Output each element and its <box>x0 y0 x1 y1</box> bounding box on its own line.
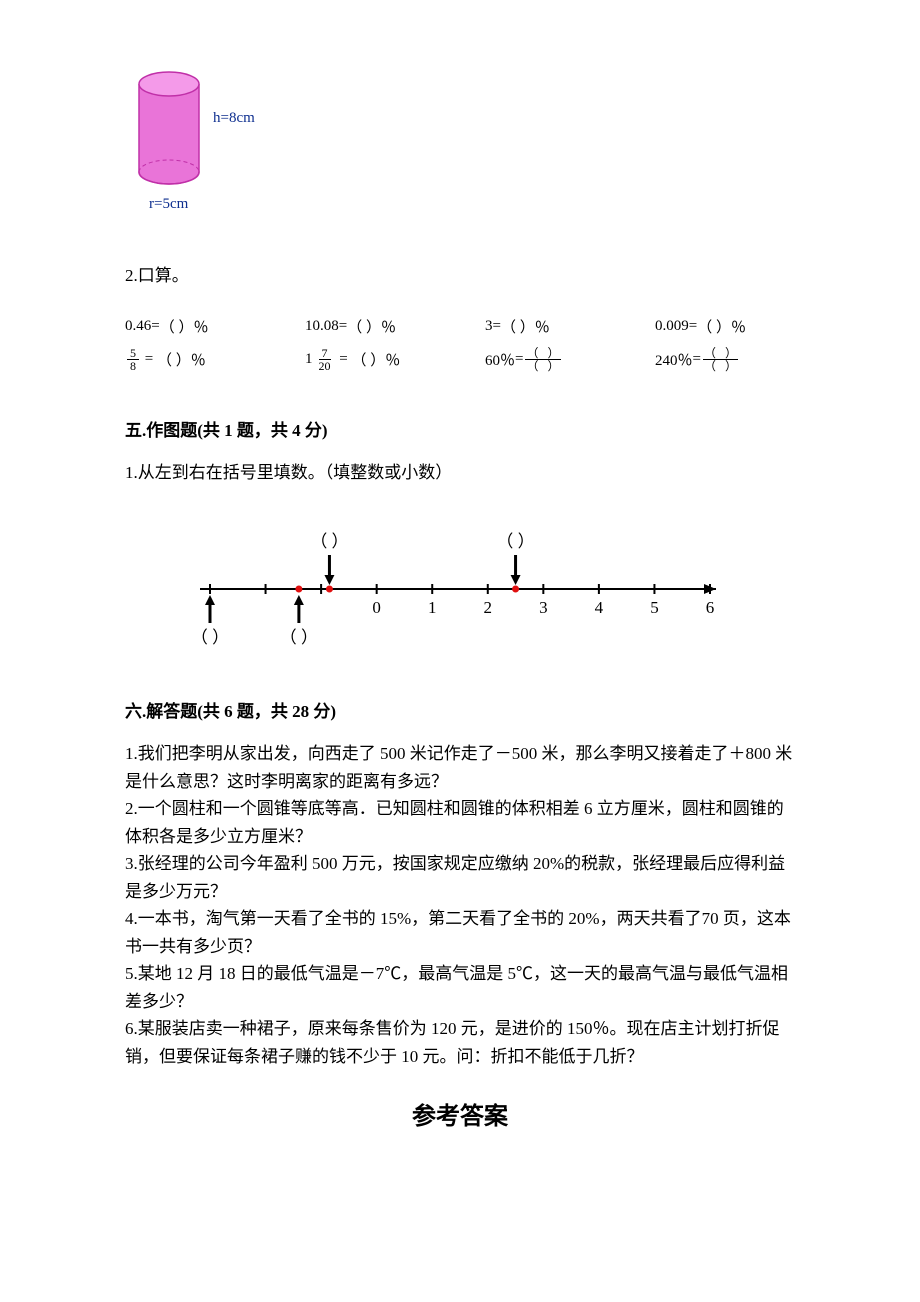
numberline-figure: 0 1 2 3 4 5 6 （ ） （ ） （ ） （ ） <box>125 507 795 657</box>
calc-r2c2: 1720 = （ ）％ <box>305 347 485 372</box>
calc-r2c4: 240％= （ ）（ ） <box>655 347 825 372</box>
svg-text:0: 0 <box>372 598 381 617</box>
problem-3: 3.张经理的公司今年盈利 500 万元，按国家规定应缴纳 20%的税款，张经理最… <box>125 850 795 905</box>
section5-title: 五.作图题(共 1 题，共 4 分) <box>125 416 795 441</box>
svg-text:4: 4 <box>595 598 604 617</box>
calc-r2c1: 58 = （ ）％ <box>125 347 305 372</box>
calc-r2c3: 60％= （ ）（ ） <box>485 347 655 372</box>
calc-r1c3: 3=（ ）％ <box>485 316 655 337</box>
svg-text:（ ）: （ ） <box>496 532 534 551</box>
problem-6: 6.某服装店卖一种裙子，原来每条售价为 120 元，是进价的 150％。现在店主… <box>125 1015 795 1070</box>
section5-q1: 1.从左到右在括号里填数。（填整数或小数） <box>125 459 795 487</box>
calc-r1c4: 0.009=（ ）％ <box>655 316 825 337</box>
svg-text:6: 6 <box>706 598 715 617</box>
svg-text:（ ）: （ ） <box>280 628 318 647</box>
problem-5: 5.某地 12 月 18 日的最低气温是－7℃，最高气温是 5℃，这一天的最高气… <box>125 960 795 1015</box>
cylinder-svg: h=8cm r=5cm <box>125 60 285 220</box>
problem-2: 2.一个圆柱和一个圆锥等底等高．已知圆柱和圆锥的体积相差 6 立方厘米，圆柱和圆… <box>125 795 795 850</box>
problem-4: 4.一本书，淘气第一天看了全书的 15%，第二天看了全书的 20%，两天共看了7… <box>125 905 795 960</box>
cylinder-figure: h=8cm r=5cm <box>125 60 795 225</box>
svg-text:（ ）: （ ） <box>310 532 348 551</box>
problem-1: 1.我们把李明从家出发，向西走了 500 米记作走了－500 米，那么李明又接着… <box>125 740 795 795</box>
section6-title: 六.解答题(共 6 题，共 28 分) <box>125 697 795 722</box>
svg-text:2: 2 <box>484 598 493 617</box>
answers-title: 参考答案 <box>125 1096 795 1131</box>
calc-r1c1: 0.46=（ ）％ <box>125 316 305 337</box>
calc-table: 0.46=（ ）％ 10.08=（ ）％ 3=（ ）％ 0.009=（ ）％ 5… <box>125 316 795 372</box>
svg-text:3: 3 <box>539 598 548 617</box>
numberline-svg: 0 1 2 3 4 5 6 （ ） （ ） （ ） （ ） <box>180 507 740 657</box>
section6-problems: 1.我们把李明从家出发，向西走了 500 米记作走了－500 米，那么李明又接着… <box>125 740 795 1070</box>
svg-text:5: 5 <box>650 598 659 617</box>
q2-label: 2.口算。 <box>125 261 795 286</box>
cylinder-h-label: h=8cm <box>213 110 255 126</box>
cylinder-r-label: r=5cm <box>149 196 189 212</box>
svg-text:1: 1 <box>428 598 437 617</box>
calc-r1c2: 10.08=（ ）％ <box>305 316 485 337</box>
svg-text:（ ）: （ ） <box>191 628 229 647</box>
